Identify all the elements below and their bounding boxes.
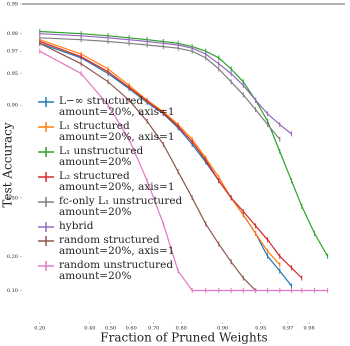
legend-entry: L−∞ structured amount=20%, axis=1 bbox=[38, 96, 182, 118]
legend-label: L₁ unstructured amount=20% bbox=[59, 145, 144, 168]
y-tick-label: 0.50 bbox=[7, 195, 18, 201]
y-tick-label: 0.98 bbox=[7, 31, 18, 37]
x-tick-label: 0.70 bbox=[148, 326, 159, 332]
legend-label: fc-only L₁ unstructured amount=20% bbox=[59, 195, 183, 218]
legend-label: hybrid bbox=[59, 220, 94, 232]
legend-label: L₂ structured amount=20%, axis=1 bbox=[59, 170, 175, 193]
x-tick-label: 0.97 bbox=[282, 326, 293, 332]
y-tick-label: 0.97 bbox=[7, 49, 18, 55]
x-tick-label: 0.95 bbox=[255, 326, 266, 332]
x-tick-label: 0.60 bbox=[126, 326, 137, 332]
x-tick-label: 0.98 bbox=[304, 326, 315, 332]
legend-entry: fc-only L₁ unstructured amount=20% bbox=[38, 196, 182, 218]
y-tick-label: 0.20 bbox=[7, 254, 18, 260]
legend-entry: L₁ structured amount=20%, axis=1 bbox=[38, 121, 182, 143]
y-axis-title: Test Accuracy bbox=[1, 122, 15, 207]
x-tick-label: 0.20 bbox=[34, 326, 45, 332]
legend-label: random unstructured amount=20% bbox=[59, 259, 174, 282]
y-tick-label: 0.10 bbox=[7, 288, 18, 294]
legend-label: L−∞ structured amount=20%, axis=1 bbox=[59, 95, 175, 118]
legend-swatch bbox=[38, 236, 54, 246]
legend-swatch bbox=[38, 222, 54, 232]
legend-swatch bbox=[38, 147, 54, 157]
x-tick-label: 0.80 bbox=[176, 326, 187, 332]
legend-swatch bbox=[38, 172, 54, 182]
legend-entry: L₂ structured amount=20%, axis=1 bbox=[38, 171, 182, 193]
x-tick-label: 0.90 bbox=[217, 326, 228, 332]
series-line bbox=[39, 33, 292, 135]
x-tick-label: 0.50 bbox=[105, 326, 116, 332]
legend-swatch bbox=[38, 97, 54, 107]
legend-label: random structured amount=20%, axis=1 bbox=[59, 234, 175, 257]
legend-swatch bbox=[38, 197, 54, 207]
x-axis-title: Fraction of Pruned Weights bbox=[100, 331, 267, 345]
y-tick-label: 0.95 bbox=[7, 71, 18, 77]
y-tick-label: 0.99 bbox=[7, 2, 18, 8]
legend-entry: L₁ unstructured amount=20% bbox=[38, 146, 182, 168]
y-tick-label: 0.90 bbox=[7, 103, 18, 109]
legend: L−∞ structured amount=20%, axis=1 L₁ stru… bbox=[38, 96, 182, 285]
legend-entry: hybrid bbox=[38, 221, 182, 232]
legend-entry: random unstructured amount=20% bbox=[38, 260, 182, 282]
series-line bbox=[39, 42, 292, 287]
legend-swatch bbox=[38, 122, 54, 132]
legend-swatch bbox=[38, 261, 54, 271]
x-tick-label: 0.40 bbox=[84, 326, 95, 332]
legend-label: L₁ structured amount=20%, axis=1 bbox=[59, 120, 175, 143]
legend-entry: random structured amount=20%, axis=1 bbox=[38, 235, 182, 257]
